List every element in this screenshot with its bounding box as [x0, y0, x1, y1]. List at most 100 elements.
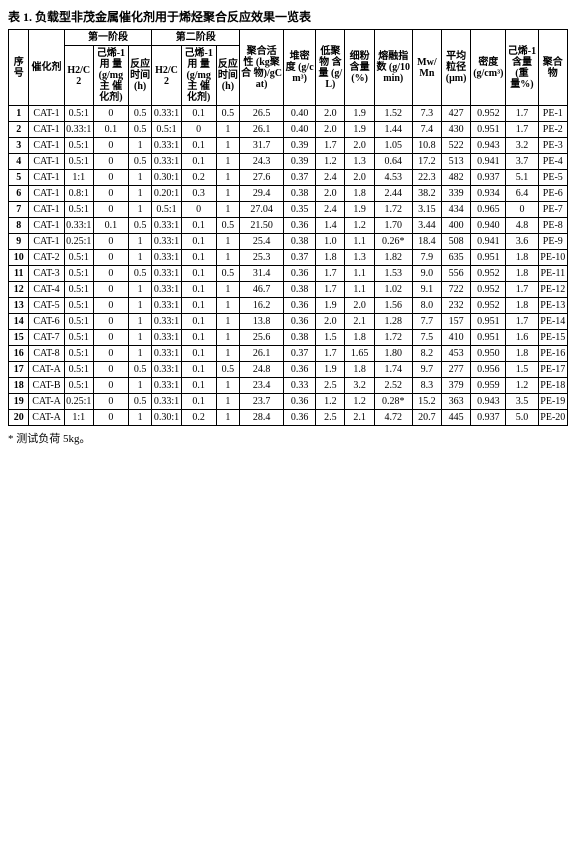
cell-ta: 1	[128, 346, 151, 362]
cell-mwmn: 8.3	[412, 378, 441, 394]
cell-seq: 14	[9, 314, 29, 330]
cell-tb: 1	[216, 378, 239, 394]
cell-h2a: 0.33:1	[64, 218, 93, 234]
cell-bulk: 0.40	[284, 106, 316, 122]
cell-h2a: 0.8:1	[64, 186, 93, 202]
cell-h2a: 0.25:1	[64, 394, 93, 410]
cell-den: 0.943	[471, 394, 506, 410]
cell-cat: CAT-A	[29, 394, 64, 410]
cell-mi: 1.52	[374, 106, 412, 122]
cell-hexa: 0	[93, 378, 128, 394]
cell-hexc: 1.8	[506, 266, 538, 282]
cell-olig: 1.0	[316, 234, 345, 250]
cell-tb: 0.5	[216, 266, 239, 282]
cell-h2a: 0.5:1	[64, 106, 93, 122]
cell-tb: 1	[216, 346, 239, 362]
cell-den: 0.937	[471, 410, 506, 426]
cell-den: 0.937	[471, 170, 506, 186]
cell-seq: 12	[9, 282, 29, 298]
cell-cat: CAT-1	[29, 202, 64, 218]
table-footnote: * 测试负荷 5kg。	[8, 430, 568, 446]
cell-cat: CAT-B	[29, 378, 64, 394]
cell-dia: 363	[442, 394, 471, 410]
cell-h2a: 0.5:1	[64, 250, 93, 266]
cell-pe: PE-14	[538, 314, 567, 330]
cell-hexc: 5.0	[506, 410, 538, 426]
cell-ta: 1	[128, 170, 151, 186]
cell-den: 0.941	[471, 154, 506, 170]
cell-fine: 1.8	[345, 330, 374, 346]
cell-dia: 635	[442, 250, 471, 266]
cell-bulk: 0.38	[284, 330, 316, 346]
col-diameter: 平均粒径 (μm)	[442, 30, 471, 106]
cell-fine: 3.2	[345, 378, 374, 394]
cell-mi: 1.72	[374, 330, 412, 346]
cell-hexc: 6.4	[506, 186, 538, 202]
cell-mwmn: 9.0	[412, 266, 441, 282]
cell-mi: 1.80	[374, 346, 412, 362]
cell-cat: CAT-A	[29, 362, 64, 378]
cell-hexa: 0	[93, 346, 128, 362]
cell-tb: 1	[216, 394, 239, 410]
cell-mwmn: 9.1	[412, 282, 441, 298]
cell-mi: 2.52	[374, 378, 412, 394]
cell-bulk: 0.36	[284, 266, 316, 282]
cell-fine: 2.1	[345, 314, 374, 330]
cell-h2a: 0.5:1	[64, 330, 93, 346]
cell-hexc: 1.7	[506, 282, 538, 298]
cell-hexb: 0	[181, 202, 216, 218]
table-row: 7CAT-10.5:1010.5:10127.040.352.41.91.723…	[9, 202, 568, 218]
table-row: 19CAT-A0.25:100.50.33:10.1123.70.361.21.…	[9, 394, 568, 410]
cell-pe: PE-1	[538, 106, 567, 122]
cell-fine: 2.0	[345, 298, 374, 314]
cell-bulk: 0.37	[284, 346, 316, 362]
cell-ta: 1	[128, 250, 151, 266]
cell-h2b: 0.33:1	[152, 218, 181, 234]
table-row: 11CAT-30.5:100.50.33:10.10.531.40.361.71…	[9, 266, 568, 282]
cell-hexb: 0.1	[181, 154, 216, 170]
cell-hexc: 1.7	[506, 106, 538, 122]
table-row: 4CAT-10.5:100.50.33:10.1124.30.391.21.30…	[9, 154, 568, 170]
cell-hexc: 1.5	[506, 362, 538, 378]
cell-mwmn: 7.7	[412, 314, 441, 330]
cell-tb: 1	[216, 202, 239, 218]
cell-pe: PE-20	[538, 410, 567, 426]
cell-pe: PE-4	[538, 154, 567, 170]
cell-seq: 15	[9, 330, 29, 346]
cell-olig: 1.7	[316, 138, 345, 154]
cell-olig: 1.8	[316, 250, 345, 266]
cell-dia: 427	[442, 106, 471, 122]
cell-seq: 7	[9, 202, 29, 218]
cell-mi: 1.56	[374, 298, 412, 314]
cell-tb: 1	[216, 330, 239, 346]
cell-fine: 1.8	[345, 362, 374, 378]
col-fines: 细粉 含量 (%)	[345, 30, 374, 106]
cell-h2b: 0.20:1	[152, 186, 181, 202]
cell-fine: 1.2	[345, 218, 374, 234]
cell-ta: 1	[128, 298, 151, 314]
cell-bulk: 0.36	[284, 410, 316, 426]
cell-h2b: 0.5:1	[152, 202, 181, 218]
table-row: 20CAT-A1:1010.30:10.2128.40.362.52.14.72…	[9, 410, 568, 426]
cell-fine: 1.2	[345, 394, 374, 410]
cell-ta: 1	[128, 186, 151, 202]
cell-h2b: 0.30:1	[152, 170, 181, 186]
col-polymer: 聚合物	[538, 30, 567, 106]
col-density: 密度 (g/cm³)	[471, 30, 506, 106]
cell-h2b: 0.33:1	[152, 234, 181, 250]
cell-seq: 20	[9, 410, 29, 426]
cell-mwmn: 7.3	[412, 106, 441, 122]
cell-h2b: 0.33:1	[152, 298, 181, 314]
cell-act: 28.4	[240, 410, 284, 426]
cell-dia: 722	[442, 282, 471, 298]
cell-hexb: 0.1	[181, 298, 216, 314]
cell-tb: 0.5	[216, 218, 239, 234]
cell-ta: 0.5	[128, 154, 151, 170]
cell-act: 23.7	[240, 394, 284, 410]
cell-cat: CAT-1	[29, 138, 64, 154]
cell-fine: 2.1	[345, 410, 374, 426]
cell-seq: 11	[9, 266, 29, 282]
col-stage1: 第一阶段	[64, 30, 152, 46]
cell-cat: CAT-6	[29, 314, 64, 330]
cell-den: 0.952	[471, 282, 506, 298]
